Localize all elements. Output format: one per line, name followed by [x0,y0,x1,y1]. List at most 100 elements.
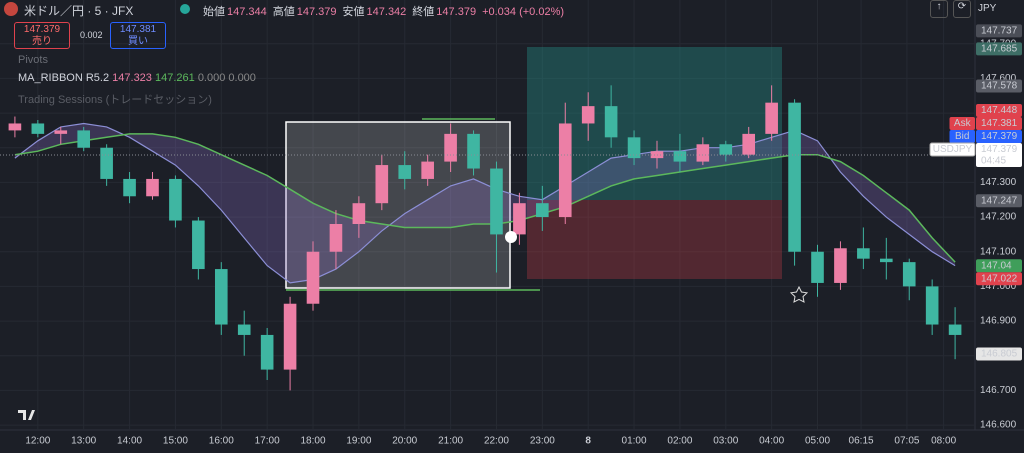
candle-body [169,178,182,221]
price-tag-side [949,117,975,131]
x-tick-label: 21:00 [438,436,463,447]
x-tick-label: 23:00 [530,436,555,447]
price-tag-label: 147.379 [981,144,1018,155]
ma-extra: 0.000 0.000 [197,72,256,84]
ohlc: 始値 147.344 高値 147.379 安値 147.342 終値 147.379 +0.0… [203,3,564,19]
candle-body [558,123,572,218]
arrow-icon [505,231,517,243]
candle-body [765,102,778,134]
candle-body [673,151,687,162]
candle-body [857,248,870,259]
x-tick-label: 22:00 [484,436,509,447]
buy-price: 147.381 [119,24,157,35]
candle-body [788,102,801,252]
candle-body [536,203,549,218]
x-tick-label: 01:00 [622,436,647,447]
price-tag [976,130,1022,144]
x-tick-label: 18:00 [300,436,325,447]
price-tag-label: 147.448 [981,105,1018,116]
ohlc-label: 始値 [203,6,225,18]
price-tag-label: 147.685 [981,44,1018,55]
sessions-legend[interactable]: Trading Sessions (トレードセッション) [18,94,212,106]
candle-body [627,137,641,159]
ma-slow: 147.261 [154,72,195,84]
price-tag-countdown: 04:45 [981,156,1006,167]
symbol[interactable]: 米ドル／円 · 5 · JFX [24,4,134,18]
candle-body [696,144,710,162]
price-tag [976,104,1022,118]
candle-body [398,165,412,179]
price-tag-label: 147.737 [981,26,1018,37]
x-tick-label: 05:00 [805,436,830,447]
candle-body [352,203,366,224]
price-tag-label: 147.247 [981,195,1018,206]
up-button[interactable]: ↑ [930,0,948,18]
ma-ribbon-fill [14,123,956,283]
ohlc-value: 147.379 [436,6,477,18]
ma-name: MA_RIBBON R5.2 [18,72,110,84]
x-tick-label: 12:00 [25,436,50,447]
price-tag [976,194,1022,208]
price-tag [976,143,1022,168]
candle-body [421,161,434,179]
x-tick-label: 16:00 [209,436,234,447]
candle-body [260,334,274,370]
y-tick-label: 147.600 [980,73,1017,84]
y-tick-label: 147.000 [980,281,1017,292]
price-tag [976,24,1022,38]
price-tag [976,79,1022,93]
candle-body [650,151,664,159]
x-tick-label: 8 [585,436,591,447]
sell-price: 147.379 [23,24,61,35]
x-tick-label: 14:00 [117,436,142,447]
price-tag-side-label: Bid [955,131,969,142]
candle-body [54,130,68,134]
y-tick-label: 146.600 [980,420,1017,431]
price-tag [976,272,1022,286]
x-tick-label: 19:00 [346,436,371,447]
candle-body [283,303,297,370]
candle-body [742,133,756,155]
buy-button[interactable]: 147.381 買い [110,22,166,49]
price-tag-side-label: Ask [954,118,972,129]
y-tick-label: 147.100 [980,246,1017,257]
price-tag [976,117,1022,131]
candle-body [306,251,320,304]
candle-body [375,165,389,204]
price-axis-bg [975,0,1024,453]
candle-body [513,203,526,235]
candle-body [123,178,136,197]
sell-label: 売り [32,36,52,47]
pivots-legend[interactable]: Pivots [18,54,48,66]
price-tag-side [949,130,975,144]
y-tick-label: 146.700 [980,385,1017,396]
x-tick-label: 02:00 [667,436,692,447]
candle-body [925,286,939,325]
sync-button[interactable]: ⟳ [953,0,971,18]
candle-body [490,168,503,235]
ohlc-label: 終値 [412,6,435,18]
x-tick-label: 08:00 [931,436,956,447]
market-status [180,4,190,14]
ma-legend[interactable]: MA_RIBBON R5.2 147.323 147.261 0.000 0.0… [18,72,256,84]
candle-body [192,220,205,270]
x-tick-label: 20:00 [392,436,417,447]
candle-body [811,251,824,283]
candle-body [444,133,457,162]
candle-body [31,123,45,134]
x-tick-label: 17:00 [255,436,280,447]
currency[interactable]: JPY [978,3,997,14]
y-tick-label: 147.200 [980,212,1017,223]
price-tag-label: 147.379 [981,131,1018,142]
x-tick-label: 13:00 [71,436,96,447]
x-tick-label: 06:15 [849,436,874,447]
ohlc-value: 147.342 [366,6,407,18]
sell-button[interactable]: 147.379 売り [14,22,70,49]
change: +0.034 (+0.02%) [482,6,565,18]
price-tag-label: 147.04 [981,260,1012,271]
candle-body [146,178,159,197]
flag-icon [4,2,18,16]
ma-fast: 147.323 [112,72,152,84]
